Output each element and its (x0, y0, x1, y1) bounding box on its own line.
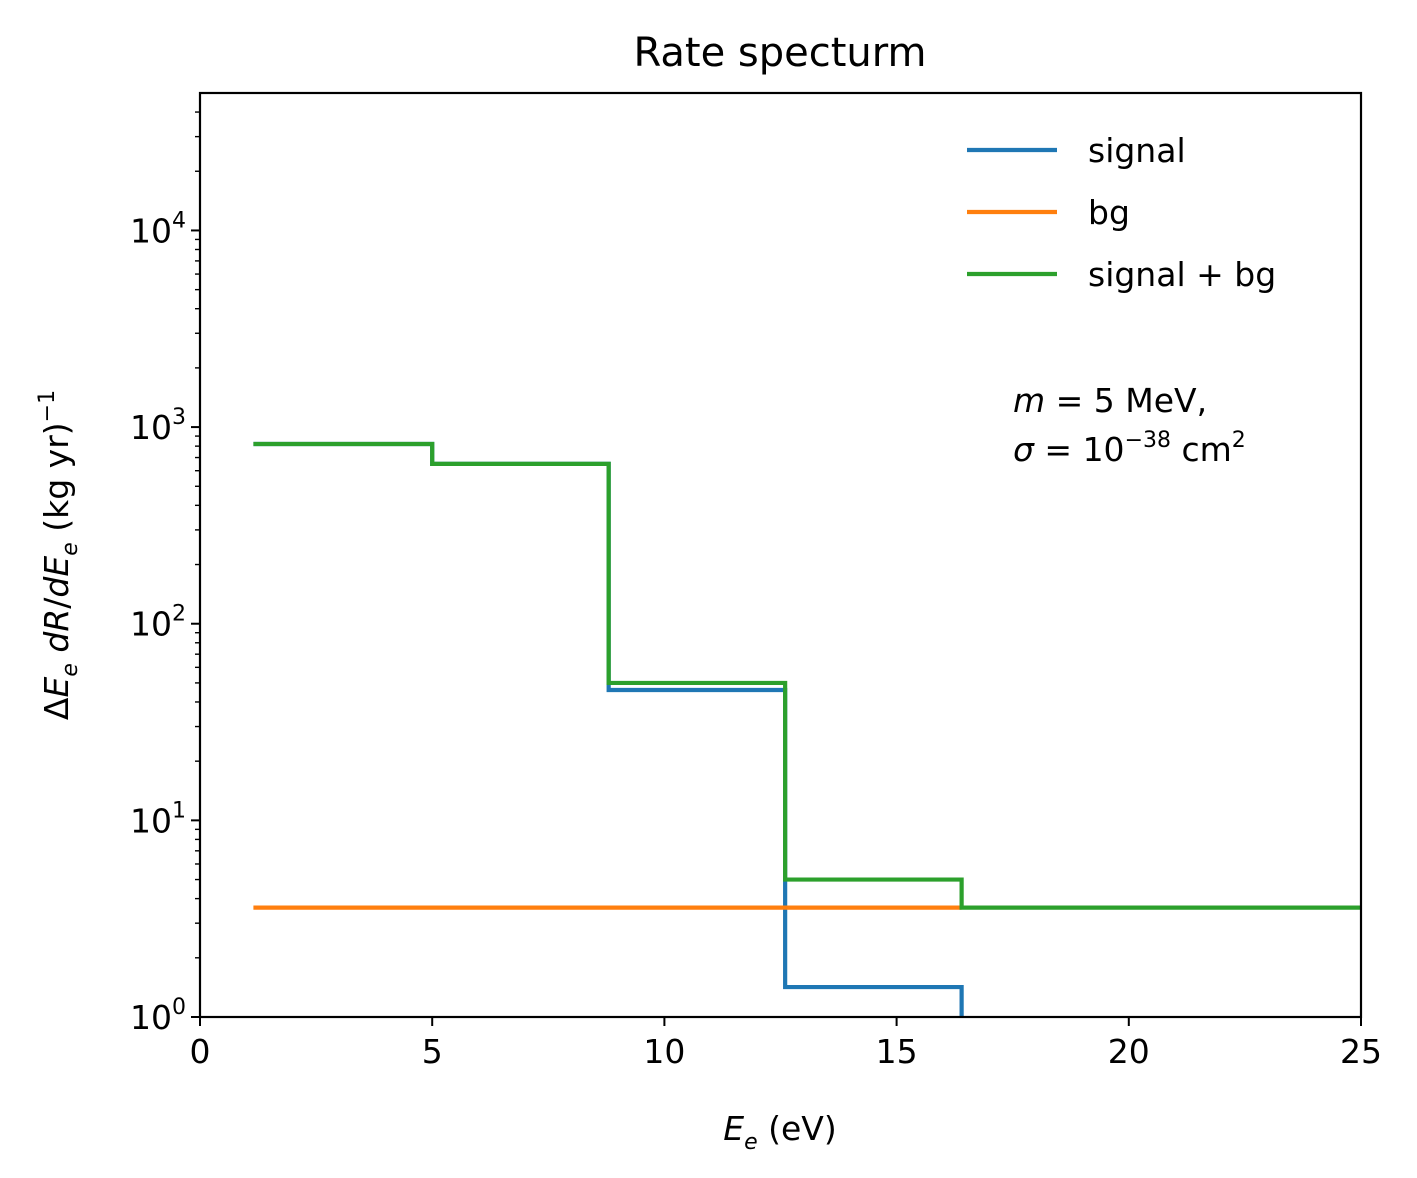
annotation-mass: m = 5 MeV, (1013, 381, 1207, 420)
parameter-annotation: m = 5 MeV, σ = 10−38 cm2 (1013, 381, 1246, 469)
x-tick-label: 25 (1340, 1032, 1382, 1071)
series-layer (253, 441, 1361, 1017)
chart-title: Rate specturm (633, 30, 926, 76)
x-tick-label: 20 (1108, 1032, 1150, 1071)
legend: signal bg signal + bg (967, 131, 1276, 294)
x-axis-label-subscript: e (744, 1130, 758, 1155)
y-tick-label: 101 (130, 798, 186, 840)
x-tick-label: 5 (422, 1032, 443, 1071)
x-axis-label: Ee (eV) (723, 1109, 837, 1155)
legend-label: bg (1088, 193, 1130, 232)
x-tick-label: 0 (190, 1032, 211, 1071)
y-tick-label: 102 (130, 602, 186, 644)
annotation-cross-section: σ = 10−38 cm2 (1013, 428, 1246, 469)
plot-frame (198, 91, 1363, 1019)
y-tick-label: 100 (130, 995, 186, 1037)
y-tick-label: 104 (130, 208, 186, 250)
x-axis-label-unit: (eV) (758, 1109, 837, 1148)
x-tick-label: 15 (876, 1032, 918, 1071)
y-axis-label: ΔEe dR/dEe (kg yr)−1 (35, 390, 83, 720)
series-line-signal-bg (253, 441, 1361, 910)
legend-label: signal + bg (1088, 255, 1276, 294)
x-tick-label: 10 (643, 1032, 685, 1071)
y-tick-label: 103 (130, 405, 186, 447)
tick-layer: 0 5 10 15 20 25 100 101 102 103 104 (130, 111, 1382, 1071)
x-axis-label-symbol: E (723, 1109, 744, 1148)
legend-label: signal (1088, 131, 1186, 170)
